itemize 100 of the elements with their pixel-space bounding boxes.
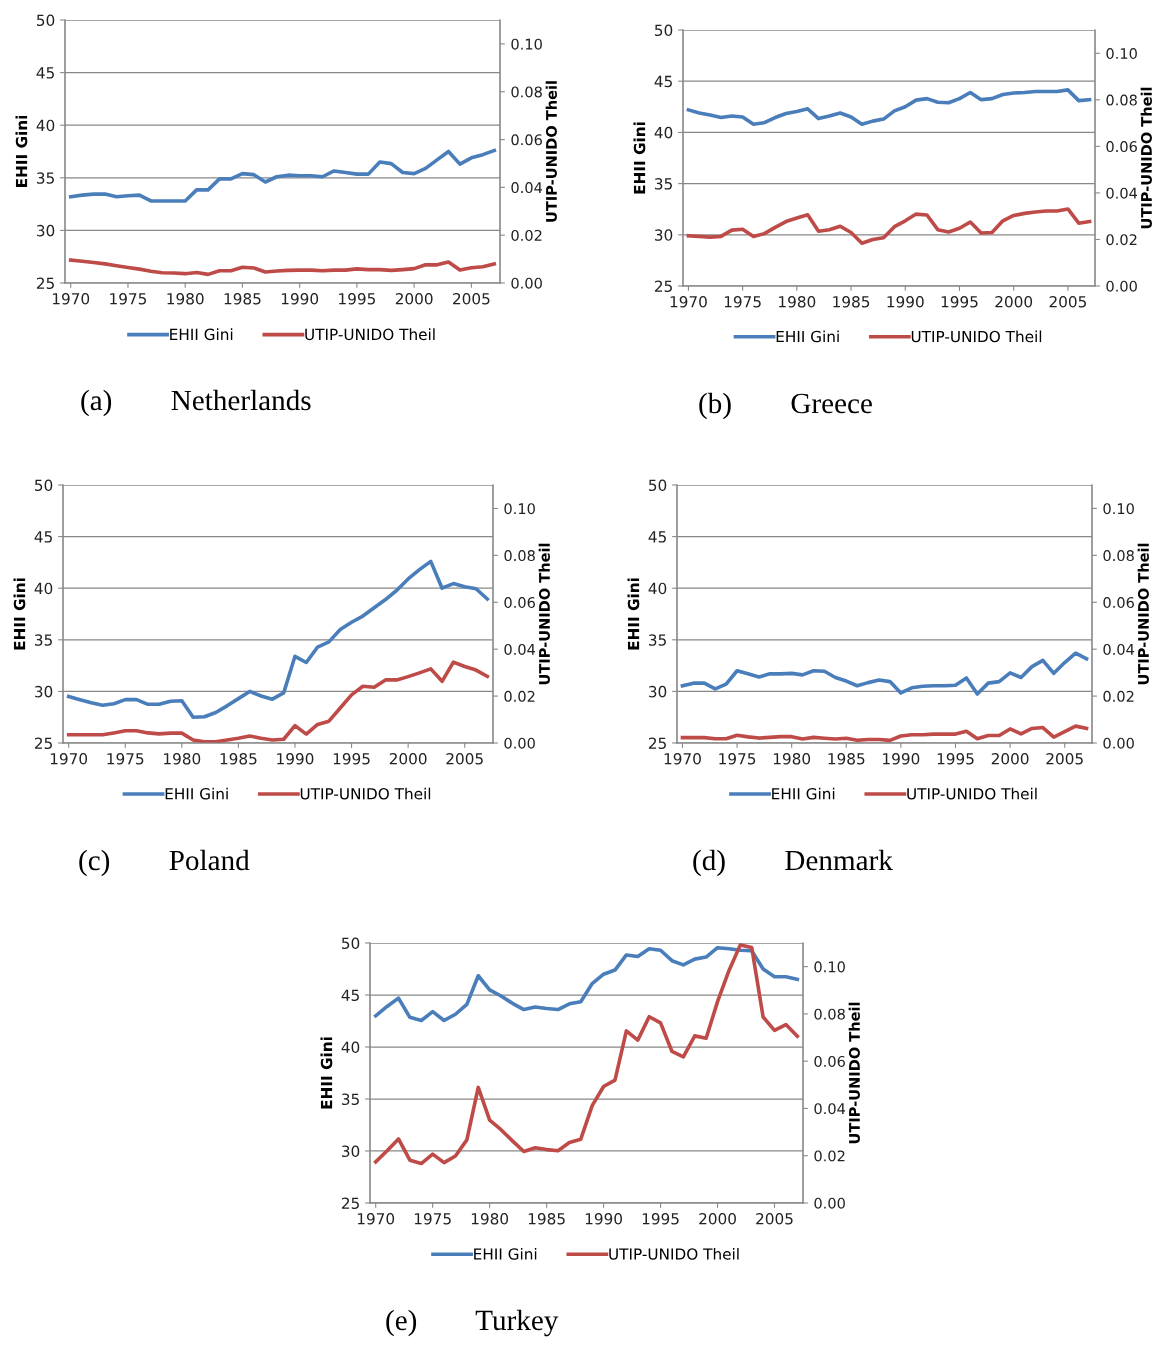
x-tick-label: 1990 [585,1212,623,1225]
y-tick-label: 50 [35,479,53,492]
x-tick-label: 1985 [833,295,870,308]
y2-tick-label: 0.06 [814,1055,845,1067]
y2-tick-label: 0.04 [1103,643,1135,655]
y-tick-label: 40 [654,126,673,139]
y-tick-label: 40 [34,582,53,595]
y2-axis-title: UTIP-UNIDO Theil [848,1002,860,1144]
y2-tick-label: 0.02 [1106,234,1137,246]
x-tick-label: 1995 [937,752,974,765]
legend-label: EHII Gini [165,787,228,800]
y2-tick-label: 0.06 [511,134,542,146]
x-tick-label: 1980 [167,292,204,305]
y-axis-title: EHII Gini [633,122,646,194]
y2-tick-label: 0.04 [1106,187,1138,199]
text: (e) Turkey [386,1309,559,1337]
x-tick-label: 1975 [107,752,144,765]
y2-tick-label: 0.00 [511,277,542,289]
y2-tick-label: 0.00 [814,1197,845,1209]
x-tick-label: 1990 [281,292,319,305]
y-tick-label: 40 [341,1041,360,1054]
line-series [68,258,497,277]
text: (c) Poland [79,849,250,877]
x-tick-label: 1975 [719,752,756,765]
y-tick-label: 35 [37,172,54,184]
y-axis-title: EHII Gini [320,1037,333,1109]
y-tick-label: 25 [341,1197,359,1210]
y-tick-label: 45 [36,67,54,79]
x-tick-label: 2005 [756,1212,793,1225]
y-tick-label: 45 [648,531,666,543]
y2-tick-label: 0.02 [504,690,535,702]
y2-tick-label: 0.10 [511,38,542,50]
y-tick-label: 25 [654,280,672,293]
y-axis-title: EHII Gini [627,578,640,650]
legend-label: UTIP-UNIDO Theil [305,328,435,341]
text: (a) Netherlands [81,389,311,417]
y2-axis-title: UTIP-UNIDO Theil [545,81,557,222]
y-tick-label: 35 [35,634,52,646]
y-tick-label: 30 [342,1145,360,1158]
legend-label: UTIP-UNIDO Theil [609,1247,739,1260]
x-tick-label: 1980 [164,752,201,765]
y2-tick-label: 0.06 [1103,596,1134,609]
y-tick-label: 30 [649,685,667,698]
y2-tick-label: 0.00 [504,737,535,749]
x-tick-label: 1995 [333,752,370,765]
x-tick-label: 1990 [277,752,314,765]
y-tick-label: 50 [37,14,55,27]
y2-tick-label: 0.00 [1103,737,1134,749]
y-tick-label: 40 [36,119,55,132]
x-tick-label: 2000 [395,292,433,305]
x-tick-label: 1980 [471,1212,509,1225]
x-tick-label: 1985 [220,752,257,765]
y-tick-label: 45 [654,75,672,88]
y2-axis-title: UTIP-UNIDO Theil [1140,87,1152,229]
y2-tick-label: 0.02 [814,1150,845,1162]
x-tick-label: 1980 [773,752,811,765]
x-tick-label: 1970 [670,295,707,308]
y-tick-label: 30 [35,685,53,698]
y2-tick-label: 0.04 [511,182,543,194]
x-tick-label: 1995 [642,1212,679,1225]
y2-axis-title: UTIP-UNIDO Theil [1137,543,1149,685]
x-tick-label: 1985 [528,1212,565,1225]
y-tick-label: 30 [655,229,673,241]
y-tick-label: 50 [342,937,360,950]
y2-tick-label: 0.10 [1103,503,1134,515]
y2-tick-label: 0.08 [511,86,542,98]
legend-label: UTIP-UNIDO Theil [911,330,1042,343]
line-series [686,88,1092,127]
x-tick-label: 1975 [724,295,761,308]
y2-tick-label: 0.04 [504,643,536,655]
text: (b) Greece [699,392,872,420]
x-tick-label: 2005 [1049,295,1086,308]
y-tick-label: 35 [342,1093,359,1106]
x-tick-label: 1995 [941,295,978,308]
y2-tick-label: 0.08 [814,1008,845,1020]
y-tick-label: 25 [648,737,666,750]
y2-tick-label: 0.00 [1106,280,1137,292]
x-tick-label: 2000 [699,1212,736,1225]
y2-axis-title: UTIP-UNIDO Theil [538,543,550,685]
x-tick-label: 2000 [991,752,1029,765]
x-tick-label: 1990 [887,295,924,308]
y-tick-label: 25 [34,737,52,750]
x-tick-label: 1985 [828,752,865,765]
y2-tick-label: 0.06 [1106,141,1137,153]
legend-label: EHII Gini [772,787,835,800]
x-tick-label: 1970 [357,1212,395,1225]
y2-tick-label: 0.06 [504,596,535,609]
y2-tick-label: 0.08 [1103,550,1134,562]
x-tick-label: 2000 [389,752,427,765]
y-tick-label: 30 [37,224,55,237]
y2-tick-label: 0.10 [814,961,845,973]
legend-label: EHII Gini [170,328,233,341]
y-axis-title: EHII Gini [15,115,28,187]
y-tick-label: 45 [341,989,359,1002]
x-tick-label: 1975 [110,292,147,305]
legend-label: UTIP-UNIDO Theil [300,787,431,800]
x-tick-label: 1975 [414,1212,451,1225]
legend-label: EHII Gini [776,330,839,343]
y-tick-label: 25 [36,277,54,290]
y2-tick-label: 0.04 [814,1103,846,1115]
